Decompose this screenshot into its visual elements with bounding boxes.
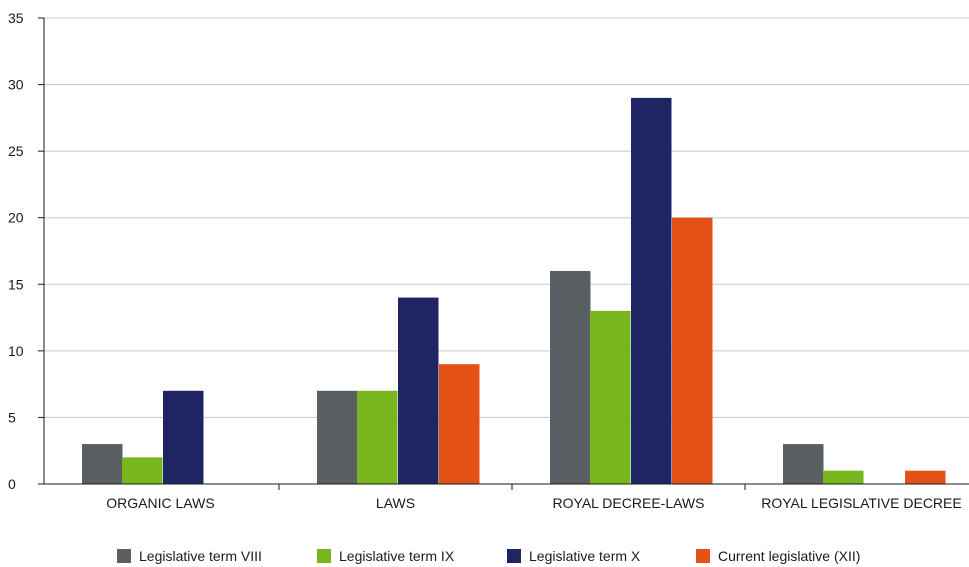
y-tick-labels: 0 5 10 15 20 25 30 35 [8, 10, 24, 492]
bar-3-2 [398, 297, 439, 484]
bar-1-4 [783, 444, 824, 484]
y-tick-label: 15 [8, 276, 24, 292]
y-tick-label: 5 [8, 409, 16, 425]
bar-2-4 [823, 470, 864, 484]
category-label: LAWS [376, 495, 415, 511]
legend-label: Current legislative (XII) [718, 548, 860, 564]
bar-3-3 [631, 97, 672, 484]
legend-swatch [117, 549, 131, 563]
legend-swatch [696, 549, 710, 563]
bar-2-1 [122, 457, 163, 484]
bars [82, 97, 946, 484]
grid-lines [44, 17, 969, 418]
axes [38, 17, 969, 490]
category-label: ROYAL LEGISLATIVE DECREE [761, 495, 961, 511]
legend: Legislative term VIII Legislative term IX… [117, 548, 860, 564]
bar-3-1 [163, 390, 204, 484]
y-tick-label: 10 [8, 343, 24, 359]
legend-label: Legislative term IX [339, 548, 455, 564]
bar-2-3 [590, 310, 631, 484]
bar-1-1 [82, 444, 123, 484]
bar-1-2 [317, 390, 358, 484]
legend-label: Legislative term X [529, 548, 641, 564]
bar-4-2 [439, 364, 480, 484]
y-tick-label: 35 [8, 10, 24, 26]
category-label: ORGANIC LAWS [106, 495, 214, 511]
y-tick-label: 20 [8, 210, 24, 226]
legend-swatch [317, 549, 331, 563]
bar-2-2 [357, 390, 398, 484]
category-labels: ORGANIC LAWS LAWS ROYAL DECREE-LAWS ROYAL L… [106, 495, 961, 511]
category-label: ROYAL DECREE-LAWS [553, 495, 705, 511]
y-tick-label: 30 [8, 77, 24, 93]
bar-4-4 [905, 470, 946, 484]
legend-swatch [507, 549, 521, 563]
y-tick-label: 25 [8, 143, 24, 159]
bar-1-3 [550, 270, 591, 484]
bar-4-3 [672, 217, 713, 484]
legend-label: Legislative term VIII [139, 548, 262, 564]
y-tick-label: 0 [8, 476, 16, 492]
